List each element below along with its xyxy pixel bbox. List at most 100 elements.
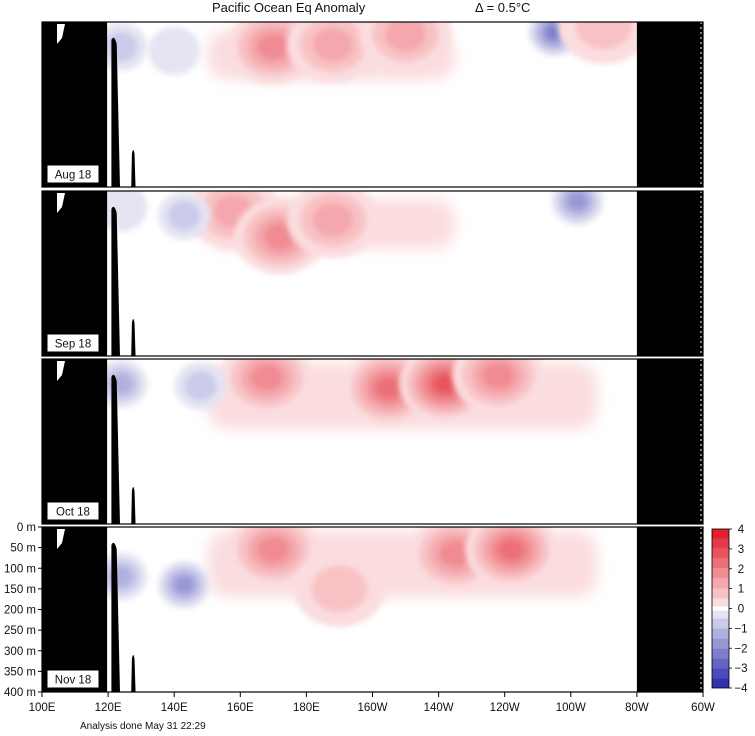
contour-level-3 bbox=[385, 22, 426, 52]
analysis-note: Analysis done May 31 22:29 bbox=[80, 721, 206, 732]
contour-level-4 bbox=[263, 223, 296, 250]
colorbar-label: −2 bbox=[734, 643, 747, 655]
panel-label: Aug 18 bbox=[55, 170, 91, 182]
contour-level-3 bbox=[312, 202, 354, 237]
anomaly-warm-feature bbox=[220, 359, 313, 416]
east-land bbox=[636, 22, 703, 187]
x-tick-label: 120W bbox=[490, 702, 520, 714]
y-tick-label: 150 m bbox=[4, 584, 36, 596]
panel-label-box bbox=[46, 501, 100, 521]
island-spike bbox=[111, 206, 120, 356]
contour-level-4 bbox=[257, 33, 290, 60]
land-mask bbox=[42, 22, 703, 187]
anomaly-warm-feature bbox=[293, 550, 386, 627]
y-axis: 0 m 50 m 100 m 150 m 200 m 250 m 300 m 350 m 400… bbox=[4, 522, 42, 699]
island-spike bbox=[131, 655, 136, 692]
west-land bbox=[42, 359, 108, 524]
x-tick-label: 100E bbox=[29, 702, 56, 714]
west-land bbox=[42, 191, 108, 356]
colorbar-swatch bbox=[712, 648, 729, 659]
contour-level-2 bbox=[575, 22, 633, 50]
x-tick-label: 160W bbox=[357, 702, 387, 714]
contour-level-4 bbox=[257, 536, 290, 563]
colorbar-label: −1 bbox=[734, 623, 747, 635]
y-tick-label: 100 m bbox=[4, 563, 36, 575]
colorbar: 4 3 2 1 0 −1 −2 −3 −4 bbox=[711, 524, 748, 695]
contour-level-4 bbox=[439, 540, 472, 568]
y-tick-label: 300 m bbox=[4, 646, 36, 658]
panel-aug-18: Aug 18 bbox=[41, 21, 704, 188]
panel-label-box bbox=[46, 333, 100, 353]
land-gap bbox=[57, 24, 65, 44]
contour-level-4 bbox=[250, 364, 283, 391]
colorbar-label: −3 bbox=[734, 663, 747, 675]
colorbar-label: 2 bbox=[738, 564, 744, 576]
island-spike bbox=[131, 319, 136, 356]
island-spike bbox=[111, 374, 120, 524]
contour-level-4 bbox=[568, 192, 587, 210]
anomaly-warm-feature bbox=[286, 22, 379, 83]
colorbar-swatch bbox=[712, 548, 729, 559]
x-tick-label: 60W bbox=[691, 702, 715, 714]
colorbar-swatch bbox=[712, 608, 729, 619]
island-spike bbox=[111, 542, 120, 692]
colorbar-label: 3 bbox=[738, 544, 744, 556]
panel-label-box bbox=[46, 164, 100, 184]
land-mask bbox=[42, 191, 703, 356]
y-tick-label: 0 m bbox=[17, 522, 36, 534]
island-spike bbox=[131, 487, 136, 524]
x-tick-label: 140W bbox=[424, 702, 454, 714]
colorbar-swatch bbox=[712, 568, 729, 579]
colorbar-swatch bbox=[712, 538, 729, 549]
panel-label: Sep 18 bbox=[55, 339, 91, 351]
east-land bbox=[636, 191, 703, 356]
colorbar-swatch bbox=[712, 529, 729, 539]
colorbar-swatch bbox=[712, 628, 729, 639]
panel-label-box bbox=[46, 669, 100, 689]
y-tick-label: 200 m bbox=[4, 605, 36, 617]
anomaly-cold-feature bbox=[158, 560, 211, 609]
panel-sep-18: Sep 18 bbox=[41, 190, 704, 357]
anomaly-warm-feature bbox=[452, 359, 545, 414]
colorbar-swatch bbox=[712, 578, 729, 589]
colorbar-swatch bbox=[712, 638, 729, 649]
colorbar-swatch bbox=[712, 598, 729, 609]
island-spike bbox=[111, 37, 120, 187]
anomaly-cold-feature bbox=[158, 191, 211, 240]
colorbar-label: −4 bbox=[734, 683, 748, 695]
island-spike bbox=[131, 150, 136, 187]
x-tick-label: 140E bbox=[161, 702, 188, 714]
colorbar-label: 4 bbox=[738, 524, 745, 536]
y-tick-label: 250 m bbox=[4, 625, 36, 637]
contour-level-3 bbox=[312, 27, 354, 62]
panel-frame bbox=[41, 190, 704, 357]
land-mask bbox=[42, 527, 703, 692]
east-land bbox=[636, 527, 703, 692]
x-tick-label: 100W bbox=[556, 702, 586, 714]
land-gap bbox=[57, 529, 65, 549]
anomaly-cold-feature bbox=[174, 361, 227, 410]
chart-title: Pacific Ocean Eq Anomaly bbox=[212, 0, 366, 15]
x-tick-label: 80W bbox=[625, 702, 649, 714]
x-axis: 100E 120E 140E 160E 180E 160W 140W 120W 100W 80W 6… bbox=[29, 692, 715, 714]
panel-frame bbox=[41, 21, 704, 188]
colorbar-swatch bbox=[712, 668, 729, 679]
anomaly-warm-feature bbox=[227, 527, 320, 588]
x-tick-label: 160E bbox=[227, 702, 254, 714]
contour-level-1 bbox=[95, 191, 148, 232]
contour-level-5 bbox=[498, 538, 525, 561]
panel-frame bbox=[41, 358, 704, 525]
colorbar-swatch bbox=[712, 678, 729, 688]
west-land bbox=[42, 527, 108, 692]
land-mask bbox=[42, 359, 703, 524]
contour-level-4 bbox=[175, 576, 194, 594]
y-tick-label: 350 m bbox=[4, 666, 36, 678]
colorbar-label: 0 bbox=[738, 604, 744, 616]
x-tick-label: 180E bbox=[293, 702, 320, 714]
contour-level-6 bbox=[434, 374, 457, 393]
panel-label: Oct 18 bbox=[56, 507, 90, 519]
y-tick-label: 50 m bbox=[10, 543, 36, 555]
y-tick-label: 400 m bbox=[4, 687, 36, 699]
contour-level-5 bbox=[375, 377, 403, 399]
